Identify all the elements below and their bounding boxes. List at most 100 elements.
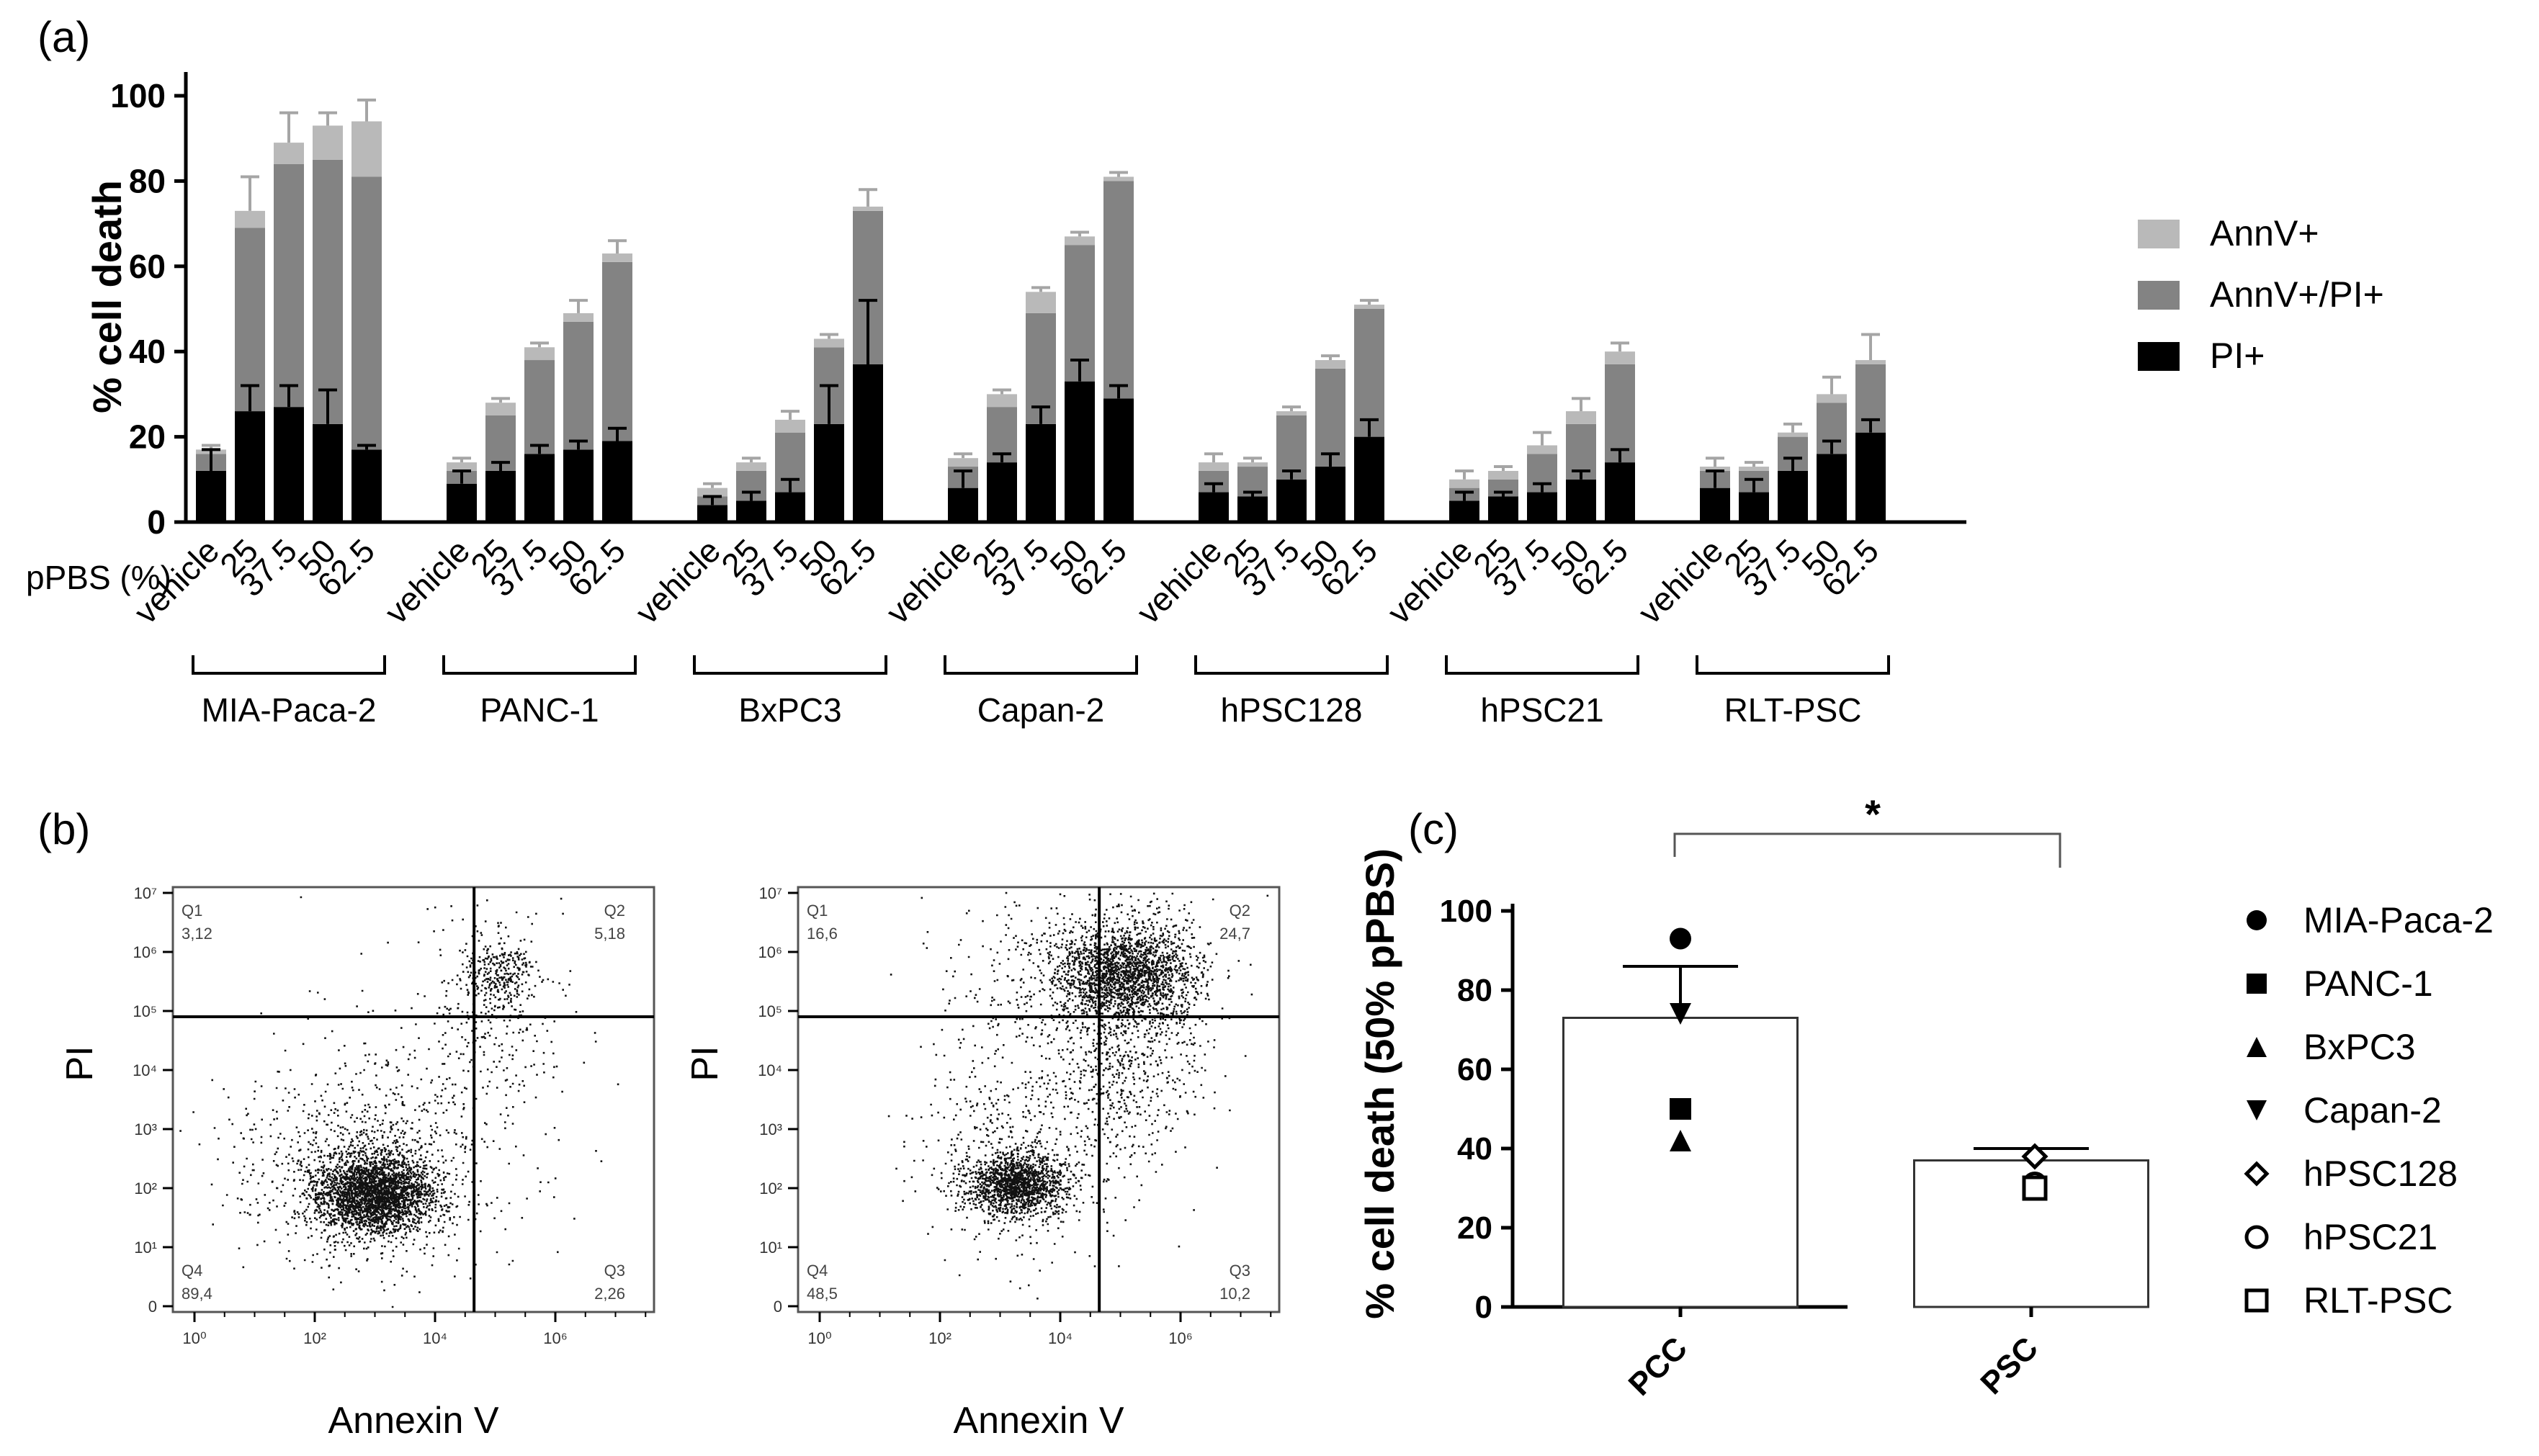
bar-segment	[1605, 364, 1635, 463]
c-data-point	[2022, 1175, 2048, 1201]
group-bracket	[1696, 655, 1890, 675]
y-tick-label: 100	[110, 77, 166, 114]
bar-segment	[1276, 411, 1307, 415]
panel-a-error-bars	[202, 98, 1880, 505]
bar-segment	[196, 470, 226, 522]
x-tick-label: vehicle	[1631, 531, 1730, 631]
c-y-tick-label: 80	[1457, 973, 1492, 1008]
x-tick-label: vehicle	[1380, 531, 1479, 631]
bar-segment	[853, 364, 883, 522]
flow-plot-2: Q1 16,6 Q2 24,7 Q3 10,2 Q4 48,5 10⁰ 10² 10⁴ 10⁶ 0 10¹…	[684, 884, 1281, 1442]
panel-label-b: (b)	[37, 805, 90, 853]
flow-event-dots	[179, 896, 619, 1308]
quadrant-name: Q4	[182, 1262, 202, 1280]
group-label: Capan-2	[977, 691, 1104, 729]
y-tick-label: 10¹	[759, 1239, 782, 1257]
bar-segment	[1315, 368, 1345, 467]
panel-c: (c) % cell death (50% pPBS) 0 20 40 60 80 100…	[1357, 791, 2494, 1403]
quadrant-value: 2,26	[594, 1285, 625, 1303]
bar-segment	[1237, 496, 1268, 522]
legend-label: PI+	[2210, 336, 2265, 376]
panel-a: (a) % cell death pPBS (%) 0 20 40 60 80 100 v…	[26, 13, 2384, 729]
bar-segment	[1026, 423, 1056, 522]
bar-segment	[485, 403, 516, 415]
y-tick-label: 20	[129, 418, 166, 456]
bar-segment	[775, 419, 805, 433]
y-tick-label: 10²	[759, 1179, 782, 1197]
bar-segment	[1199, 492, 1229, 522]
bar-segment	[1354, 436, 1384, 522]
bar-segment	[1065, 381, 1095, 522]
legend-swatch	[2138, 342, 2180, 371]
bar-segment	[1354, 305, 1384, 309]
panel-c-legend: MIA-Paca-2 PANC-1 BxPC3 Capan-2 hPSC128 hPSC2…	[2244, 900, 2494, 1321]
flow-frame	[171, 886, 655, 1313]
c-legend-marker	[2247, 974, 2267, 994]
y-tick-label: 10⁴	[758, 1061, 782, 1079]
bar-segment	[736, 500, 766, 522]
group-bracket	[1445, 655, 1639, 675]
c-x-tick-label: PCC	[1622, 1330, 1694, 1402]
bar-segment	[1103, 181, 1134, 399]
panel-a-ylabel: % cell death	[84, 180, 130, 413]
c-legend-label: hPSC21	[2303, 1217, 2437, 1257]
panel-a-xticks: vehicle2537.55062.5vehicle2537.55062.5ve…	[127, 531, 1886, 631]
group-bracket	[944, 655, 1138, 675]
bar-segment	[1449, 479, 1479, 488]
panel-b: (b) Q1 3,12 Q2 5,18 Q3 2,26 Q4 89,4 10⁰ 10² 10⁴ 10⁶…	[37, 805, 1281, 1442]
bar-segment	[1103, 398, 1134, 522]
y-tick-label: 0	[774, 1298, 782, 1316]
bar-segment	[1605, 462, 1635, 522]
bar-segment	[697, 487, 727, 497]
panel-a-xlabel: pPBS (%)	[26, 559, 171, 596]
group-label: BxPC3	[738, 691, 841, 729]
y-tick-label: 10⁶	[758, 943, 782, 961]
quadrant-name: Q1	[807, 902, 828, 920]
x-tick-label: 10⁴	[1048, 1329, 1073, 1347]
bar-segment	[602, 261, 632, 441]
bar-segment	[853, 206, 883, 211]
bar-segment	[1527, 492, 1557, 522]
group-label: MIA-Paca-2	[202, 691, 377, 729]
quadrant-value: 89,4	[182, 1285, 212, 1303]
group-label: RLT-PSC	[1724, 691, 1862, 729]
x-tick-label: vehicle	[377, 531, 477, 631]
bar-segment	[814, 338, 844, 348]
y-tick-label: 10⁷	[759, 884, 782, 902]
x-tick-label: 10⁰	[182, 1329, 206, 1347]
bar-segment	[313, 423, 343, 522]
c-legend-marker	[2247, 910, 2267, 930]
bar-segment	[274, 163, 304, 408]
legend-label: AnnV+/PI+	[2210, 274, 2384, 315]
x-tick-label: vehicle	[879, 531, 978, 631]
panel-c-plot: 0 20 40 60 80 100 PCC PSC *	[1440, 791, 2149, 1403]
c-data-point	[2021, 1143, 2048, 1170]
c-data-point	[1670, 927, 1691, 950]
bar-segment	[563, 313, 594, 322]
bar-segment	[1566, 479, 1596, 522]
bar-segment	[524, 360, 555, 454]
bar-segment	[1354, 309, 1384, 437]
bar-segment	[697, 505, 727, 522]
bar-segment	[1488, 470, 1518, 480]
quadrant-value: 3,12	[182, 925, 212, 943]
c-legend-label: RLT-PSC	[2303, 1280, 2453, 1321]
bar-segment	[987, 394, 1017, 408]
c-legend-marker	[2247, 1037, 2267, 1057]
bar-segment	[1605, 351, 1635, 364]
bar-segment	[1065, 236, 1095, 246]
panel-label-a: (a)	[37, 13, 90, 61]
c-x-tick-label: PSC	[1974, 1330, 2045, 1401]
group-label: PANC-1	[480, 691, 599, 729]
group-bracket	[1194, 655, 1389, 675]
bar-segment	[1739, 492, 1769, 522]
significance-label: *	[1865, 791, 1881, 837]
bar-segment	[1739, 467, 1769, 471]
y-tick-label: 10²	[134, 1179, 157, 1197]
y-tick-label: 10³	[134, 1120, 157, 1138]
c-legend-label: MIA-Paca-2	[2303, 900, 2494, 940]
flow-event-dots	[887, 891, 1269, 1300]
y-tick-label: 0	[147, 503, 166, 541]
bar-segment	[948, 487, 978, 522]
bar-segment	[1817, 394, 1847, 403]
